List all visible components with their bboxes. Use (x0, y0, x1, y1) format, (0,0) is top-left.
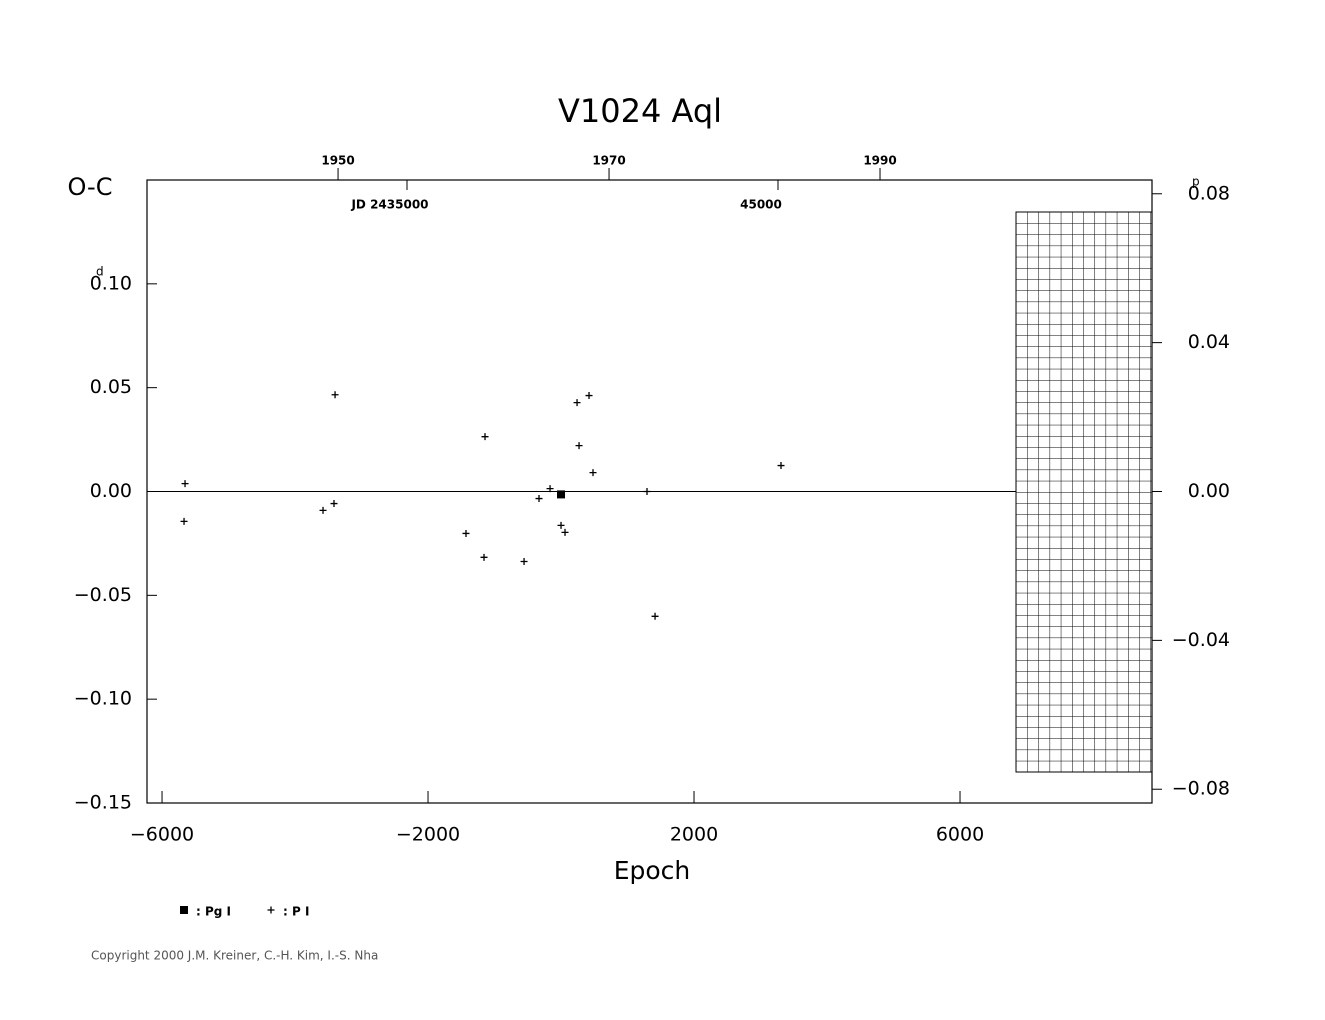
point (561, 528, 569, 536)
y2-tick-label: 0.04 (1188, 331, 1230, 353)
y2-tick-label: 0.00 (1188, 480, 1230, 502)
y2-tick-label: −0.08 (1172, 778, 1230, 800)
point (643, 488, 651, 495)
x-tick-label: −2000 (396, 824, 460, 846)
point (535, 495, 543, 503)
chart-title: V1024 Aql (558, 92, 722, 130)
point (651, 612, 659, 620)
legend-label: : P I (283, 905, 309, 919)
year-tick-label: 1950 (321, 154, 354, 168)
copyright: Copyright 2000 J.M. Kreiner, C.-H. Kim, … (91, 949, 378, 963)
y-unit: d (96, 264, 104, 278)
year-tick-label: 1970 (592, 154, 625, 168)
jd-tick-label: 45000 (740, 198, 782, 212)
legend-marker (267, 906, 275, 914)
y-tick-label: 0.05 (90, 376, 132, 398)
point (546, 485, 554, 493)
point (481, 433, 489, 441)
point (330, 500, 338, 508)
future-hatch (1015, 211, 1153, 773)
y-tick-label: −0.15 (74, 792, 132, 814)
point (557, 490, 566, 499)
x-tick-label: 2000 (670, 824, 718, 846)
point (557, 521, 565, 529)
legend-marker (180, 906, 188, 914)
point (585, 392, 593, 400)
y2-tick-label: −0.04 (1172, 629, 1230, 651)
y-tick-label: −0.05 (74, 584, 132, 606)
point (575, 442, 583, 450)
point (573, 399, 581, 407)
point (319, 506, 327, 514)
x-axis-label: Epoch (614, 856, 691, 885)
y2-unit: p (1192, 174, 1200, 188)
y-tick-label: 0.00 (90, 480, 132, 502)
point (480, 553, 488, 561)
point (462, 529, 470, 537)
point (180, 517, 188, 525)
legend-label: : Pg I (196, 905, 231, 919)
y2-tick-label: 0.08 (1188, 182, 1230, 204)
y-tick-label: 0.10 (90, 272, 132, 294)
point (777, 462, 785, 470)
y-tick-label: −0.10 (74, 688, 132, 710)
jd-tick-label: JD 2435000 (350, 198, 428, 212)
year-tick-label: 1990 (863, 154, 896, 168)
y-axis-label: O-C (68, 173, 113, 201)
point (181, 480, 189, 488)
point (589, 469, 597, 477)
x-tick-label: 6000 (936, 824, 984, 846)
point (331, 391, 339, 399)
point (520, 557, 528, 565)
x-tick-label: −6000 (130, 824, 194, 846)
